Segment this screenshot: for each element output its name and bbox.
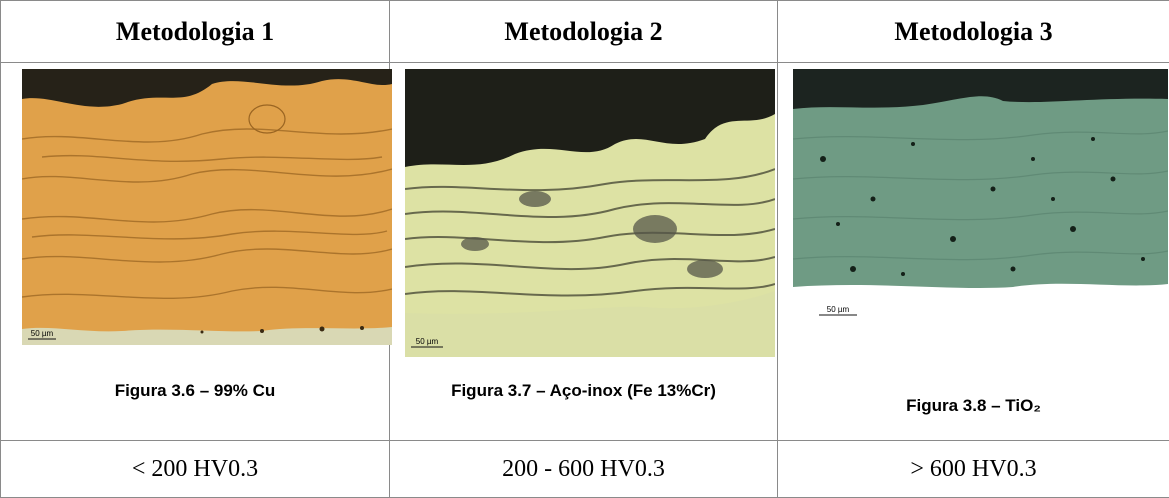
methodology-table: Metodologia 1 Metodologia 2 Metodologia … <box>0 0 1169 498</box>
scale-bar-label: 50 µm <box>31 329 54 338</box>
figure-cell: 50 µm Figura 3.7 – Aço-inox (Fe 13%Cr) <box>390 63 778 441</box>
header-cell: Metodologia 3 <box>778 1 1169 63</box>
hardness-cell: 200 - 600 HV0.3 <box>390 441 778 498</box>
figure-caption: Figura 3.6 – 99% Cu <box>1 381 389 401</box>
hardness-row: < 200 HV0.3 200 - 600 HV0.3 > 600 HV0.3 <box>1 441 1169 498</box>
micrograph: 50 µm <box>22 69 392 345</box>
figure-caption: Figura 3.7 – Aço-inox (Fe 13%Cr) <box>390 381 777 401</box>
hardness-cell: < 200 HV0.3 <box>1 441 390 498</box>
hardness-cell: > 600 HV0.3 <box>778 441 1169 498</box>
header-cell: Metodologia 2 <box>390 1 778 63</box>
page: Metodologia 1 Metodologia 2 Metodologia … <box>0 0 1169 498</box>
figure-row: 50 µm Figura 3.6 – 99% Cu 50 µm <box>1 63 1169 441</box>
figure-cell: 50 µm Figura 3.6 – 99% Cu <box>1 63 390 441</box>
figure-cell: 50 µm Figura 3.8 – TiO₂ <box>778 63 1169 441</box>
micrograph: 50 µm <box>793 69 1168 369</box>
scale-bar-label: 50 µm <box>416 337 439 346</box>
scale-bar-label: 50 µm <box>827 305 850 314</box>
micrograph: 50 µm <box>405 69 775 357</box>
header-cell: Metodologia 1 <box>1 1 390 63</box>
figure-caption: Figura 3.8 – TiO₂ <box>778 396 1169 416</box>
header-row: Metodologia 1 Metodologia 2 Metodologia … <box>1 1 1169 63</box>
